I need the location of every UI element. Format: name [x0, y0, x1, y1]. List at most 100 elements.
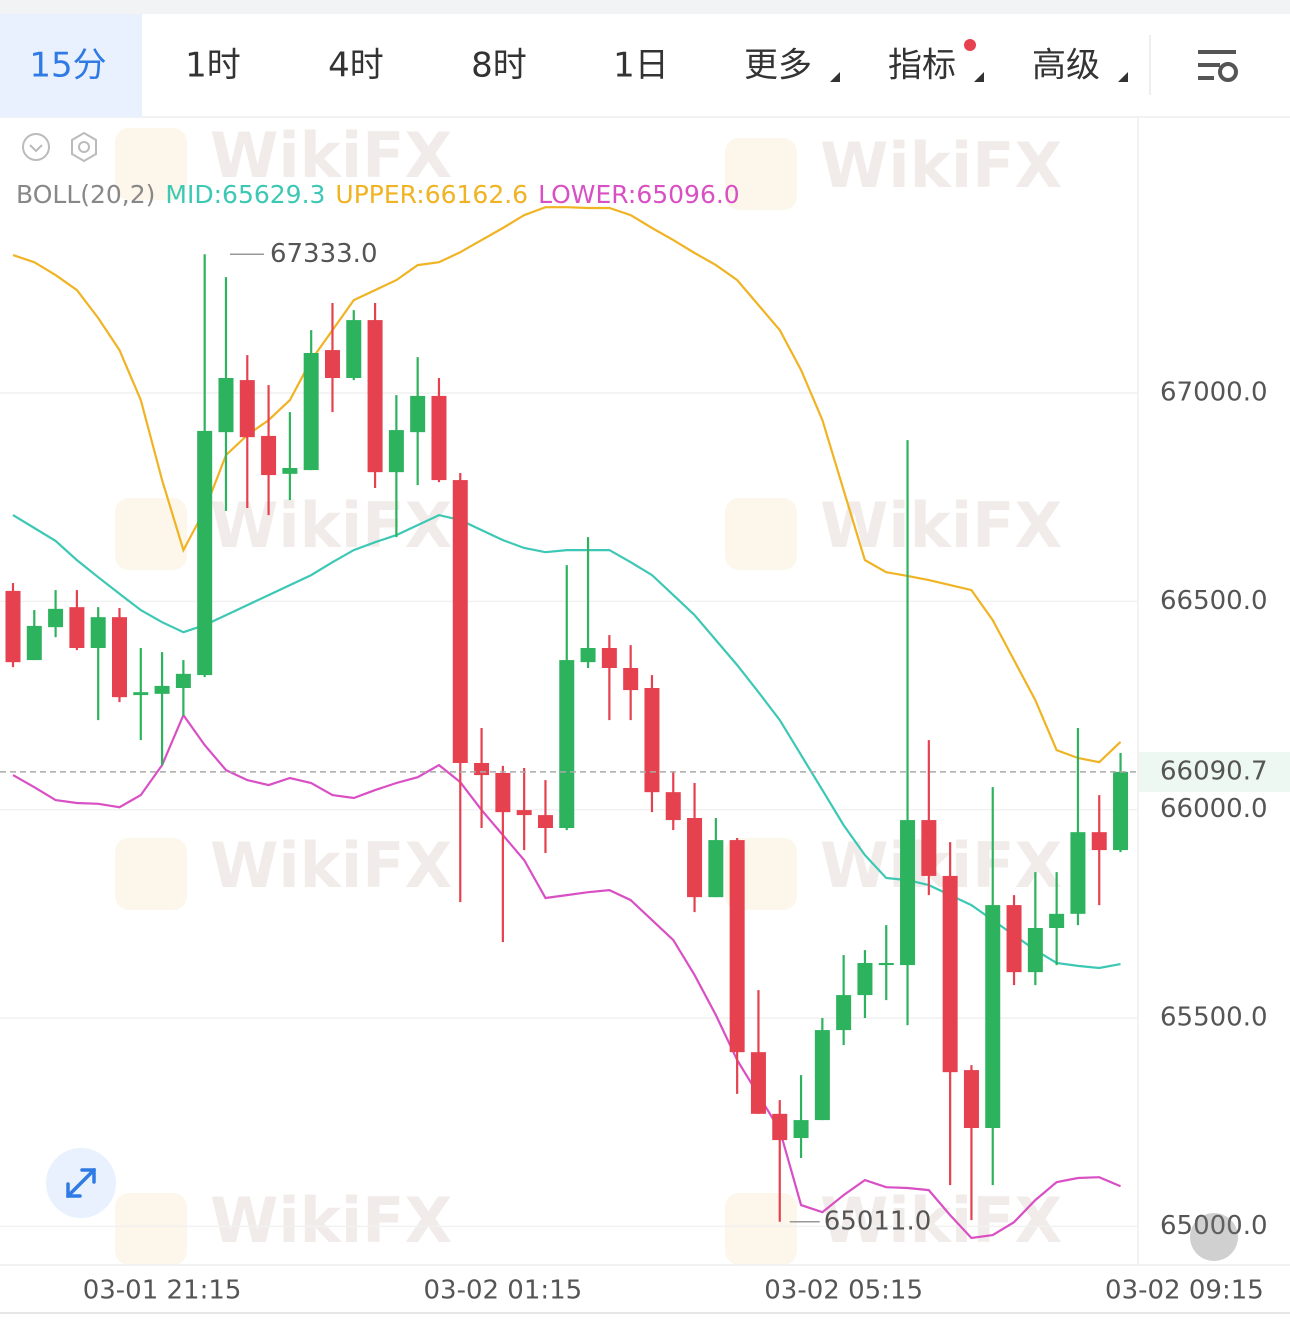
tab-highlight — [0, 14, 142, 117]
candle-body — [26, 625, 42, 661]
candle-body — [346, 320, 362, 378]
candle-body — [985, 905, 1001, 1128]
watermark: WikiFX — [210, 1184, 452, 1257]
watermark-logo — [725, 138, 797, 210]
status-strip — [0, 0, 1290, 14]
settings-icon[interactable] — [1198, 50, 1238, 82]
annotation-label: 65011.0 — [824, 1206, 932, 1236]
candle-body — [495, 773, 511, 813]
candle-body — [90, 617, 106, 648]
candle-body — [410, 395, 426, 433]
watermark: WikiFX — [210, 829, 452, 902]
tab[interactable]: 更多 — [744, 46, 840, 86]
candle-body — [111, 617, 127, 698]
plot — [5, 206, 1129, 1240]
watermark-logo — [115, 838, 187, 910]
watermark-group: WikiFX WikiFX WikiFX WikiFX WikiFX WikiFX Wiki… — [115, 119, 1062, 1265]
candle-body — [921, 820, 937, 876]
tab-group: 15分 1时 4时 8时 1日 更多 指标 高级 — [0, 14, 1128, 117]
candle-body — [601, 648, 617, 668]
candle-body — [218, 378, 234, 433]
candle-body — [48, 608, 64, 628]
candle-body — [5, 590, 21, 663]
candle-body — [239, 380, 255, 438]
watermark: WikiFX — [210, 119, 452, 192]
last-price-label: 66090.7 — [1160, 756, 1268, 786]
candle-body — [261, 435, 277, 476]
candle-body — [197, 430, 213, 676]
candle-body — [665, 792, 681, 821]
candle-body — [942, 875, 958, 1073]
dropdown-caret — [1118, 72, 1128, 82]
band-line — [12, 712, 1121, 1240]
tab[interactable]: 4时 — [328, 46, 384, 86]
tab-label: 4时 — [328, 46, 384, 86]
candle-body — [580, 648, 596, 663]
watermark: WikiFX — [820, 1184, 1062, 1257]
candle-body — [857, 963, 873, 996]
candle-body — [452, 480, 468, 763]
chart-toolbar[interactable] — [22, 131, 97, 163]
candle-body — [367, 320, 383, 473]
tab-label: 高级 — [1032, 46, 1100, 86]
candle-body — [537, 815, 553, 828]
tab-label: 指标 — [888, 46, 956, 86]
last-price-box — [1139, 751, 1290, 792]
tab-label: 更多 — [744, 46, 812, 86]
watermark-logo — [115, 128, 187, 200]
tab[interactable]: 高级 — [1032, 46, 1128, 86]
badge-dot — [964, 39, 976, 51]
candle-body — [1049, 913, 1065, 928]
candle-body — [687, 818, 703, 898]
candle-body — [516, 810, 532, 816]
candle-body — [133, 692, 149, 696]
tab-bar — [0, 14, 1290, 117]
candle-body — [814, 1030, 830, 1121]
candle-body — [878, 963, 894, 966]
tab[interactable]: 1时 — [185, 46, 241, 86]
candle-body — [1027, 928, 1043, 973]
tab[interactable]: 15分 — [0, 14, 142, 117]
candle-body — [388, 430, 404, 473]
x-tick-label: 03-01 21:15 — [83, 1276, 242, 1306]
tab-label: 1时 — [185, 46, 241, 86]
candle-body — [793, 1120, 809, 1138]
candle-body — [324, 350, 340, 378]
tab[interactable]: 1日 — [613, 46, 669, 86]
x-tick-label: 03-02 05:15 — [764, 1276, 923, 1306]
candle-body — [431, 395, 447, 481]
candle-body — [750, 1052, 766, 1114]
logo-badge — [1190, 1213, 1238, 1261]
candle-body — [644, 688, 660, 793]
dropdown-caret — [830, 72, 840, 82]
y-tick-label: 67000.0 — [1160, 378, 1268, 408]
candle-body — [963, 1070, 979, 1128]
tab-label: 1日 — [613, 46, 669, 86]
candle-body — [282, 468, 298, 474]
y-tick-label: 65000.0 — [1160, 1211, 1268, 1241]
annotation-label: 67333.0 — [270, 239, 378, 269]
candle-body — [1113, 771, 1129, 851]
tab[interactable]: 8时 — [471, 46, 527, 86]
legend-entry: LOWER:65096.0 — [538, 180, 740, 209]
y-tick-label: 65500.0 — [1160, 1003, 1268, 1033]
candle-body — [175, 673, 191, 688]
legend-entry: MID:65629.3 — [165, 180, 325, 209]
indicator-label: BOLL(20,2) — [16, 180, 155, 209]
watermark: WikiFX — [210, 489, 452, 562]
candle-body — [623, 668, 639, 691]
candle-body — [154, 685, 170, 694]
candle-body — [1006, 905, 1022, 973]
candle-body — [69, 607, 85, 648]
tab-label: 15分 — [29, 46, 106, 86]
candle-body — [303, 353, 319, 471]
y-tick-label: 66500.0 — [1160, 586, 1268, 616]
expand-button[interactable] — [46, 1148, 116, 1218]
candle-body — [559, 660, 575, 828]
candle-body — [900, 820, 916, 966]
tab[interactable]: 指标 — [888, 39, 984, 86]
watermark-logo — [725, 1193, 797, 1265]
overlay: 65000.0 65500.0 66000.0 66500.0 67000.0 03-01… — [0, 180, 1290, 1306]
